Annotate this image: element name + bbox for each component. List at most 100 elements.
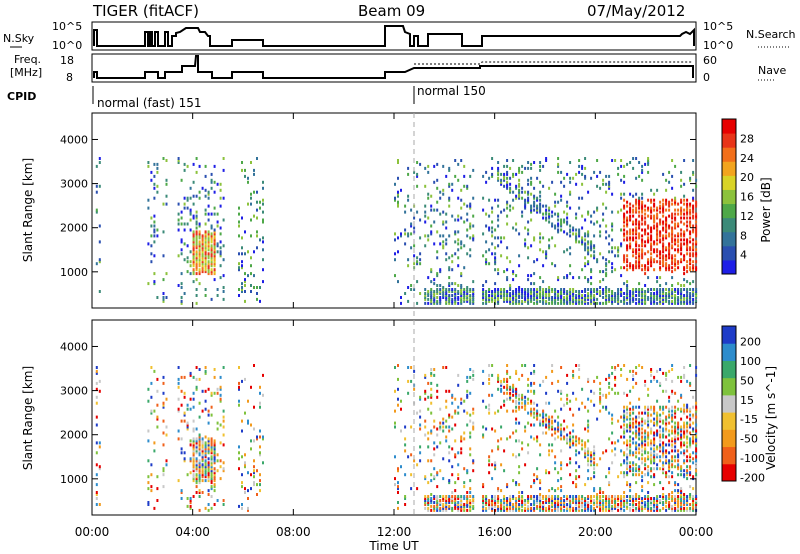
data-cell [569,288,572,291]
data-cell [551,297,554,301]
data-cell [677,501,680,504]
data-cell [457,373,460,377]
data-cell [605,290,608,293]
data-cell [95,190,98,194]
data-cell [647,471,650,475]
data-cell [509,292,512,295]
data-cell [515,401,518,405]
data-cell [689,216,692,220]
data-cell [201,248,204,252]
data-cell [213,453,216,457]
data-cell [650,461,653,465]
data-cell [662,419,665,423]
data-cell [204,258,207,262]
data-cell [397,403,399,407]
data-cell [445,389,448,393]
data-cell [566,499,569,502]
data-cell [506,437,509,441]
data-cell [404,503,407,506]
data-cell [433,278,436,282]
data-cell [575,364,578,367]
data-cell [656,297,659,301]
data-cell [560,297,563,301]
data-cell [424,497,427,500]
data-cell [587,240,590,244]
colorbar-segment [722,412,736,430]
data-cell [192,465,195,469]
data-cell [244,230,246,234]
data-cell [521,393,524,397]
data-cell [629,292,632,295]
data-cell [605,174,608,178]
data-cell [430,299,433,303]
data-cell [210,244,213,248]
data-cell [593,508,596,512]
data-cell [689,431,692,435]
data-cell [680,395,683,399]
data-cell [491,294,494,297]
data-cell [500,182,503,186]
data-cell [569,234,572,238]
data-cell [195,272,198,276]
data-cell [192,254,195,258]
data-cell [545,299,548,303]
data-cell [647,465,650,469]
data-cell [466,491,469,494]
data-cell [192,475,195,479]
data-cell [436,471,439,475]
data-cell [207,218,210,222]
data-cell [250,385,252,389]
data-cell [623,214,626,218]
data-cell [623,260,626,264]
data-cell [533,297,536,301]
data-cell [623,405,626,409]
data-cell [216,242,219,246]
data-cell [451,427,454,431]
data-cell [207,248,210,252]
data-cell [433,447,436,451]
data-cell [457,301,460,305]
data-cell [686,290,689,293]
data-cell [433,220,436,224]
data-cell [491,290,494,293]
data-cell [638,226,641,230]
data-cell [253,172,255,176]
data-cell [515,294,518,297]
data-cell [533,272,536,276]
data-cell [491,427,494,431]
data-cell [256,157,258,160]
data-cell [581,166,584,170]
data-cell [626,503,629,506]
data-cell [162,405,165,409]
data-cell [635,493,638,496]
data-cell [569,501,572,504]
data-cell [536,301,539,305]
data-cell [587,504,590,508]
data-cell [695,423,698,427]
data-cell [469,479,472,483]
data-cell [153,182,156,186]
data-cell [638,258,641,262]
data-cell [638,473,641,477]
data-cell [506,371,509,375]
data-cell [433,292,436,295]
data-cell [219,250,222,254]
data-cell [424,204,427,208]
data-cell [605,296,608,299]
data-cell [186,270,189,274]
data-cell [210,258,213,262]
data-cell [641,427,644,431]
data-cell [554,467,557,471]
data-cell [623,254,626,258]
data-cell [584,262,587,266]
data-cell [662,506,665,510]
data-cell [95,366,98,369]
data-cell [448,504,451,508]
data-cell [548,499,551,502]
data-cell [262,210,264,214]
data-cell [219,423,222,427]
data-cell [451,495,454,498]
data-cell [491,299,494,303]
data-cell [210,272,213,276]
